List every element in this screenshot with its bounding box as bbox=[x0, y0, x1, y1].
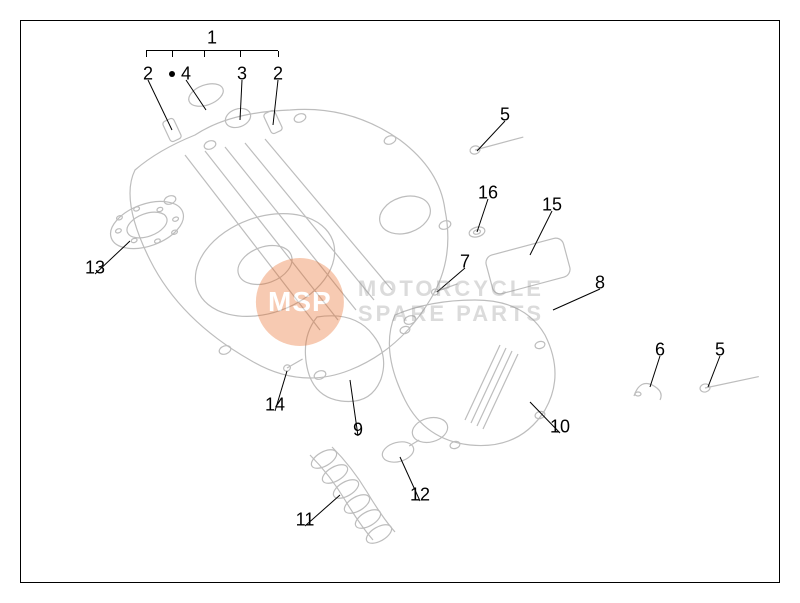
callout-14: 14 bbox=[265, 395, 285, 416]
callout-dot bbox=[169, 71, 175, 77]
diagram-frame bbox=[20, 20, 780, 583]
callout-3: 3 bbox=[237, 64, 247, 85]
callout-7: 7 bbox=[460, 252, 470, 273]
callout-1: 1 bbox=[207, 28, 217, 49]
callout-13: 13 bbox=[85, 258, 105, 279]
callout-9: 9 bbox=[353, 420, 363, 441]
callout-5: 5 bbox=[715, 340, 725, 361]
callout-10: 10 bbox=[550, 417, 570, 438]
callout-16: 16 bbox=[478, 183, 498, 204]
callout-12: 12 bbox=[410, 485, 430, 506]
group-1-bracket bbox=[146, 50, 278, 51]
callout-4: 4 bbox=[181, 64, 191, 85]
callout-5: 5 bbox=[500, 105, 510, 126]
callout-2: 2 bbox=[143, 64, 153, 85]
callout-2: 2 bbox=[273, 64, 283, 85]
callout-6: 6 bbox=[655, 340, 665, 361]
callout-11: 11 bbox=[296, 510, 315, 531]
callout-15: 15 bbox=[542, 195, 562, 216]
callout-8: 8 bbox=[595, 273, 605, 294]
